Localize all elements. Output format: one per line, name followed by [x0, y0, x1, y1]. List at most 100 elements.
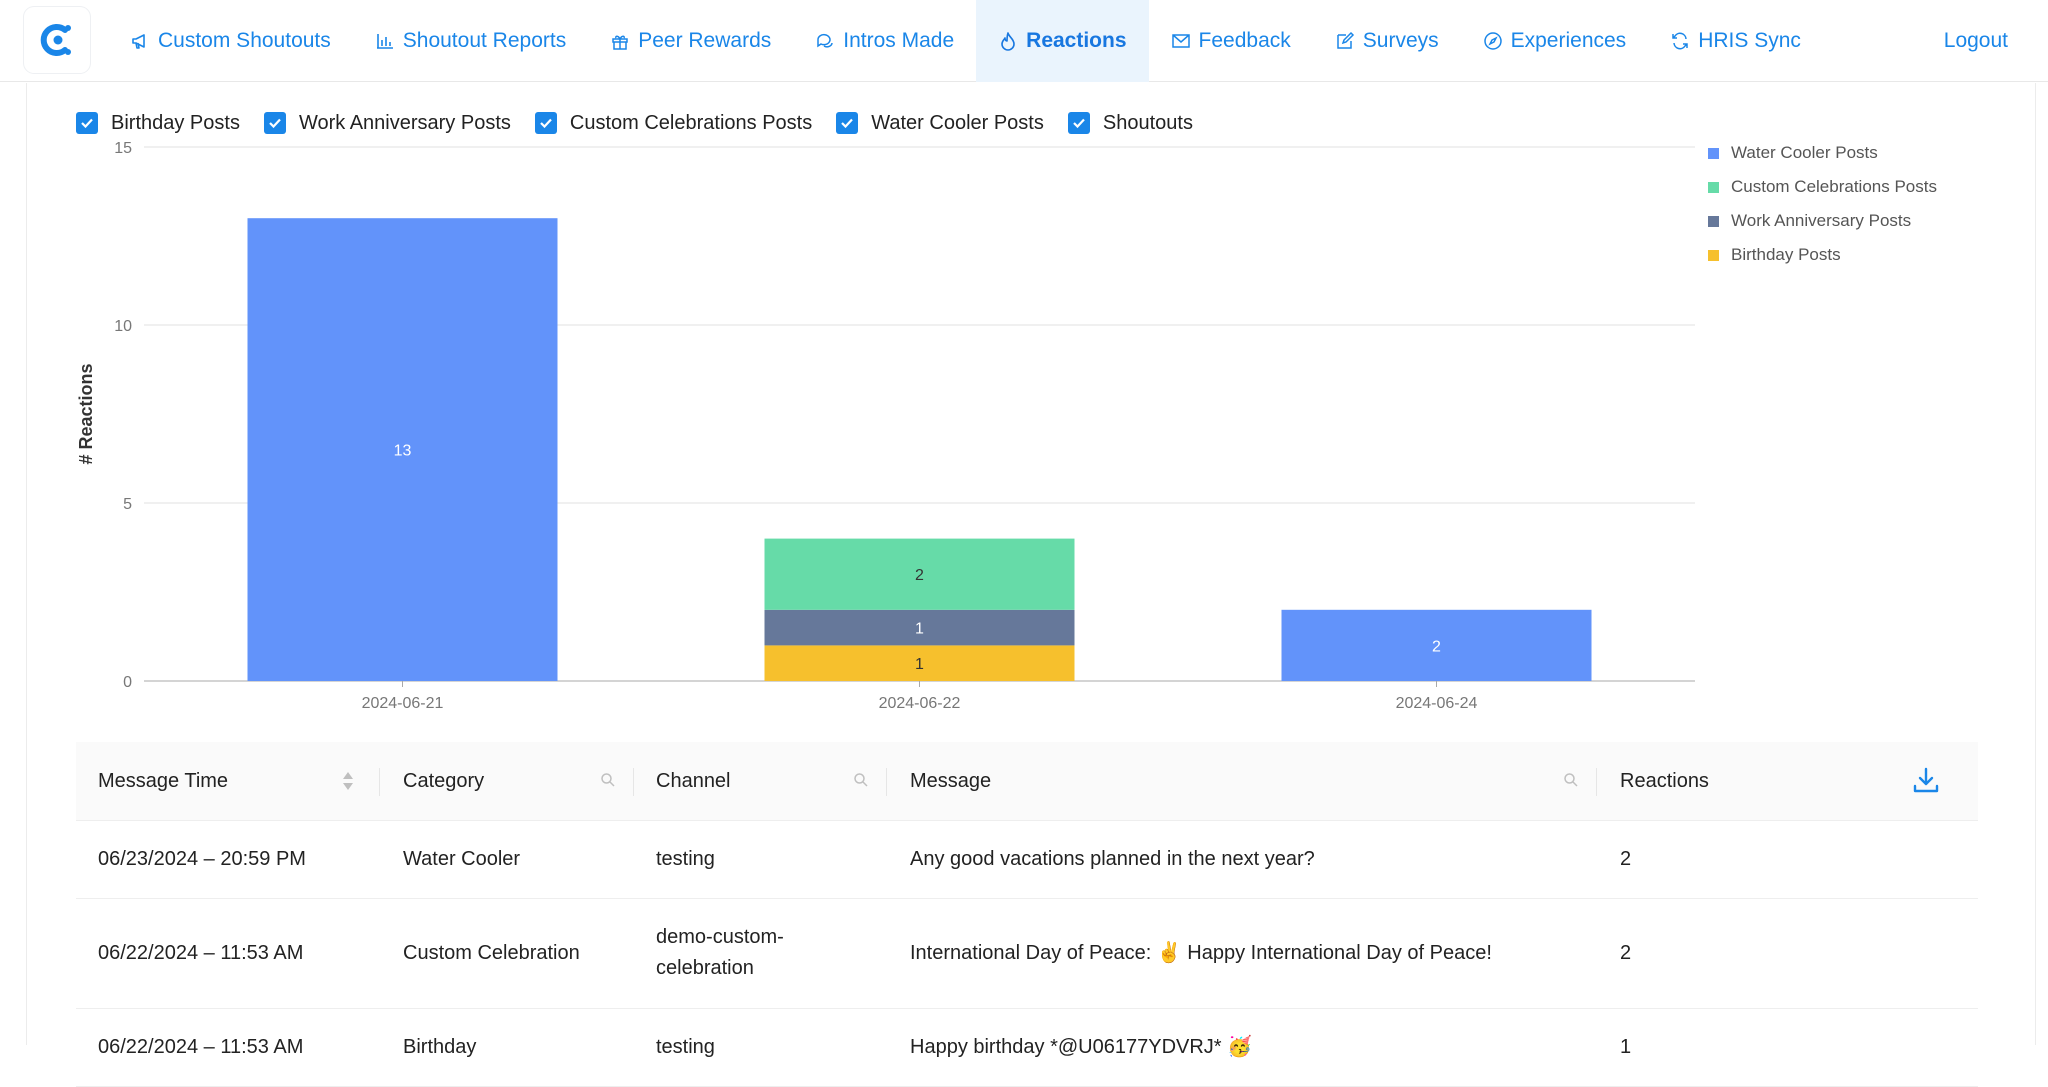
cell-message: Any good vacations planned in the next y…: [910, 848, 1315, 870]
megaphone-icon: [132, 34, 145, 49]
cell-channel: demo-custom-celebration: [656, 926, 784, 979]
checkbox-checked-icon[interactable]: [76, 112, 98, 134]
filter-water-cooler-posts[interactable]: Water Cooler Posts: [836, 109, 1044, 137]
x-tick-label: 2024-06-21: [362, 695, 444, 712]
cell-reactions: 2: [1620, 848, 1632, 870]
column-reactions[interactable]: Reactions: [1620, 770, 1709, 792]
cell-channel: testing: [656, 848, 715, 870]
filter-label: Water Cooler Posts: [871, 111, 1044, 134]
x-tick-label: 2024-06-22: [879, 695, 961, 712]
legend-swatch: [1708, 215, 1719, 227]
bar-segment: [764, 538, 1075, 610]
category-filters: Birthday Posts Work Anniversary Posts Cu…: [76, 109, 1217, 137]
column-message-time[interactable]: Message Time: [98, 770, 229, 792]
nav-peer-rewards-label: Peer Rewards: [638, 29, 772, 52]
cell-reactions: 1: [1620, 1036, 1632, 1058]
checkbox-checked-icon[interactable]: [836, 112, 859, 134]
download-icon[interactable]: [1912, 766, 1940, 794]
logout-link[interactable]: Logout: [1943, 29, 2008, 52]
table-row[interactable]: 06/22/2024 – 11:53 AM Custom Celebration…: [76, 899, 1978, 1009]
reactions-stacked-bar-chart: 0 5 10 15 # Reactions 13 2024-06-21 1 1 2 2024-06-…: [76, 140, 1695, 712]
bar-value-label: 13: [394, 443, 412, 460]
legend-swatch: [1708, 249, 1719, 261]
nav-reactions-label: Reactions: [1026, 29, 1127, 52]
cell-message-time: 06/23/2024 – 20:59 PM: [98, 848, 306, 870]
nav-intros-made[interactable]: Intros Made: [793, 0, 976, 82]
content-panel: [26, 83, 2036, 1045]
legend-item[interactable]: Water Cooler Posts: [1708, 136, 1937, 170]
reactions-table: Message Time Category Channel Message Re…: [76, 742, 1978, 1087]
cell-category: Water Cooler: [403, 848, 521, 870]
legend-item[interactable]: Birthday Posts: [1708, 238, 1937, 272]
mail-icon: [1171, 34, 1190, 48]
bar-value-label: 2: [915, 567, 924, 584]
search-icon[interactable]: [853, 772, 869, 788]
nav-shoutout-reports-label: Shoutout Reports: [402, 29, 567, 52]
bar-value-label: 1: [915, 621, 924, 638]
legend-swatch: [1708, 147, 1719, 159]
nav-surveys[interactable]: Surveys: [1313, 0, 1461, 82]
nav-custom-shoutouts[interactable]: Custom Shoutouts: [108, 0, 353, 82]
y-axis-label: # Reactions: [76, 363, 96, 464]
table-row[interactable]: 06/23/2024 – 20:59 PM Water Cooler testi…: [76, 821, 1978, 899]
checkbox-checked-icon[interactable]: [1067, 112, 1090, 134]
search-icon[interactable]: [1563, 772, 1579, 788]
bar-value-label: 1: [915, 656, 924, 673]
filter-custom-celebrations-posts[interactable]: Custom Celebrations Posts: [534, 109, 813, 137]
filter-birthday-posts[interactable]: Birthday Posts: [76, 109, 240, 137]
nav-peer-rewards[interactable]: Peer Rewards: [588, 0, 793, 82]
y-tick-label: 0: [123, 674, 132, 691]
bar-segment: [764, 609, 1075, 646]
chart-legend: Water Cooler Posts Custom Celebrations Po…: [1708, 136, 1937, 272]
nav-feedback[interactable]: Feedback: [1149, 0, 1313, 82]
bar-segment: [1281, 609, 1592, 681]
nav-intros-made-label: Intros Made: [843, 29, 955, 52]
column-message[interactable]: Message: [910, 770, 992, 792]
chat-bubbles-icon: [817, 33, 834, 48]
legend-label: Work Anniversary Posts: [1731, 211, 1912, 230]
nav-hris-sync-label: HRIS Sync: [1698, 29, 1801, 52]
nav-reactions[interactable]: Reactions: [976, 0, 1149, 82]
nav-custom-shoutouts-label: Custom Shoutouts: [158, 29, 331, 52]
search-icon[interactable]: [600, 772, 616, 788]
y-tick-label: 10: [114, 318, 132, 335]
filter-shoutouts[interactable]: Shoutouts: [1067, 109, 1193, 137]
edit-icon: [1337, 31, 1354, 49]
nav-hris-sync[interactable]: HRIS Sync: [1648, 0, 1823, 82]
filter-label: Birthday Posts: [111, 111, 240, 134]
bar-value-label: 2: [1432, 638, 1441, 655]
bar-chart-icon: [376, 34, 393, 49]
app-logo[interactable]: [24, 7, 90, 73]
flame-icon: [1001, 32, 1015, 51]
compass-icon: [1483, 32, 1502, 50]
column-category[interactable]: Category: [403, 770, 485, 792]
nav-shoutout-reports[interactable]: Shoutout Reports: [353, 0, 588, 82]
cell-channel: testing: [656, 1036, 715, 1058]
y-tick-label: 5: [123, 496, 132, 513]
cell-message-time: 06/22/2024 – 11:53 AM: [98, 942, 304, 964]
cell-message: International Day of Peace: ✌️ Happy Int…: [910, 942, 1492, 964]
table-row[interactable]: 06/22/2024 – 11:53 AM Birthday testing H…: [76, 1009, 1978, 1087]
column-channel[interactable]: Channel: [656, 770, 731, 792]
nav-experiences-label: Experiences: [1510, 29, 1627, 52]
legend-label: Water Cooler Posts: [1731, 143, 1878, 162]
filter-label: Work Anniversary Posts: [298, 111, 511, 134]
checkbox-checked-icon[interactable]: [534, 112, 557, 134]
legend-item[interactable]: Work Anniversary Posts: [1708, 204, 1937, 238]
logo-icon: [40, 24, 71, 56]
bar-segment: [247, 218, 558, 681]
filter-label: Custom Celebrations Posts: [569, 111, 813, 134]
table-header: Message Time Category Channel Message Re…: [76, 742, 1978, 821]
legend-item[interactable]: Custom Celebrations Posts: [1708, 170, 1937, 204]
nav-surveys-label: Surveys: [1362, 29, 1439, 52]
filter-work-anniversary-posts[interactable]: Work Anniversary Posts: [263, 109, 511, 137]
legend-label: Birthday Posts: [1731, 245, 1841, 264]
gift-icon: [612, 35, 628, 50]
checkbox-checked-icon[interactable]: [263, 112, 286, 134]
sort-icon[interactable]: [342, 770, 354, 792]
cell-category: Birthday: [403, 1036, 477, 1058]
nav-feedback-label: Feedback: [1198, 29, 1291, 52]
sync-icon: [1672, 32, 1688, 50]
nav-experiences[interactable]: Experiences: [1461, 0, 1649, 82]
cell-message: Happy birthday *@U06177YDVRJ* 🥳: [910, 1036, 1253, 1058]
